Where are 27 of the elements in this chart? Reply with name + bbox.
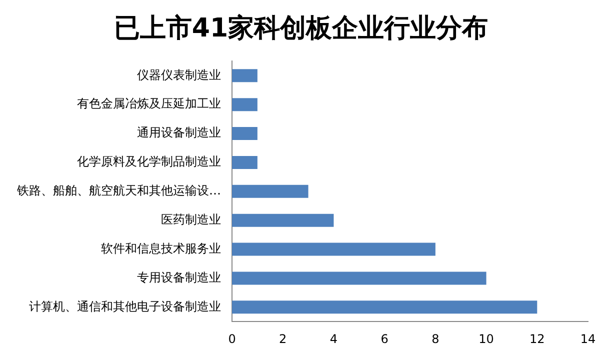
bar bbox=[232, 127, 258, 140]
x-tick-label: 4 bbox=[330, 332, 338, 346]
bar bbox=[232, 184, 308, 198]
y-tick-label: 化学原料及化学制品制造业 bbox=[77, 154, 221, 169]
y-tick-label: 医药制造业 bbox=[161, 212, 221, 226]
x-tick-label: 8 bbox=[432, 332, 440, 346]
chart-title: 已上市41家科创板企业行业分布 bbox=[114, 13, 488, 44]
y-tick-label: 专用设备制造业 bbox=[137, 270, 221, 284]
x-tick-label: 0 bbox=[228, 332, 236, 346]
y-tick-label: 软件和信息技术服务业 bbox=[101, 241, 221, 256]
y-tick-label: 铁路、船舶、航空航天和其他运输设… bbox=[16, 184, 221, 198]
bar bbox=[232, 69, 258, 82]
x-tick-label: 12 bbox=[530, 332, 545, 346]
x-tick-label: 6 bbox=[380, 332, 388, 346]
bar bbox=[232, 98, 258, 112]
y-tick-label: 仪器仪表制造业 bbox=[137, 68, 221, 82]
bar bbox=[232, 300, 538, 314]
y-tick-label: 有色金属冶炼及压延加工业 bbox=[77, 96, 221, 111]
x-tick-label: 10 bbox=[478, 332, 494, 346]
y-tick-label: 通用设备制造业 bbox=[137, 126, 221, 140]
x-tick-label: 2 bbox=[279, 332, 287, 346]
bar bbox=[232, 214, 334, 227]
bar bbox=[232, 242, 436, 256]
bar bbox=[232, 272, 486, 285]
y-tick-label: 计算机、通信和其他电子设备制造业 bbox=[29, 299, 221, 314]
bar bbox=[232, 156, 258, 169]
x-tick-label: 14 bbox=[580, 332, 596, 346]
